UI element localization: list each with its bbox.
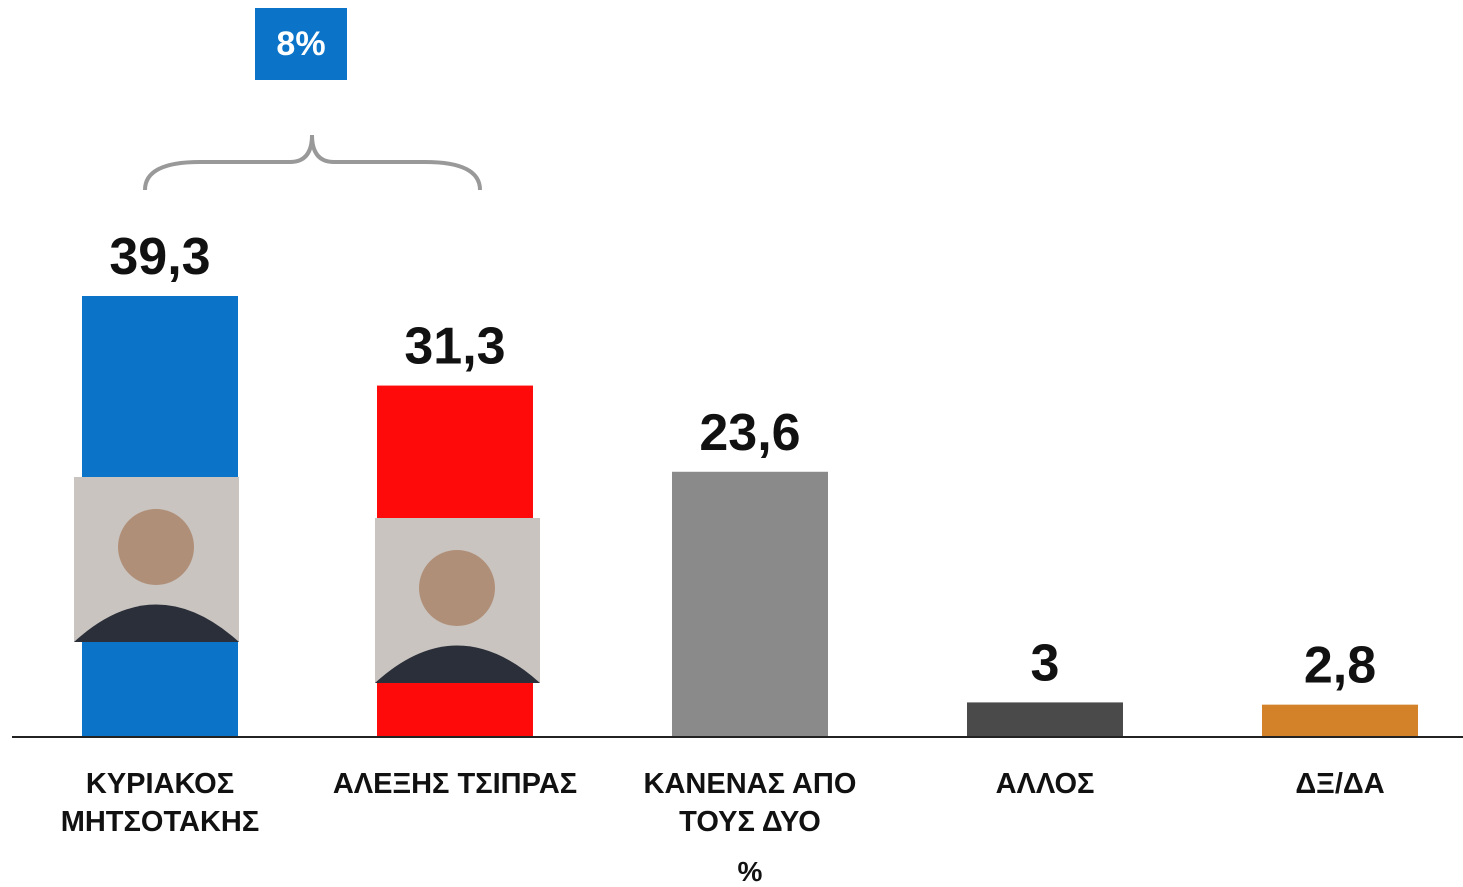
category-label: ΔΞ/ΔΑ xyxy=(1200,765,1463,803)
value-label: 2,8 xyxy=(1304,637,1376,695)
bar xyxy=(672,472,828,736)
value-label: 23,6 xyxy=(699,404,800,462)
value-label: 31,3 xyxy=(404,318,505,376)
value-label: 39,3 xyxy=(109,228,210,286)
unit-label: % xyxy=(700,856,800,887)
portrait-head xyxy=(118,509,194,585)
bar xyxy=(1262,705,1418,736)
value-label: 3 xyxy=(1031,634,1060,692)
category-label: ΚΑΝΕΝΑΣ ΑΠΟ ΤΟΥΣ ΔΥΟ xyxy=(610,765,890,841)
chart: 39,3 31,3 23,6 3 2,8 8% % ΚΥΡΙΑΚΟΣ ΜΗΤΣΟΤΑΚΗ… xyxy=(0,0,1463,887)
category-label: ΑΛΛΟΣ xyxy=(905,765,1185,803)
brace xyxy=(145,135,480,190)
difference-annotation: 8% xyxy=(255,8,347,80)
bar xyxy=(967,702,1123,736)
category-label: ΑΛΕΞΗΣ ΤΣΙΠΡΑΣ xyxy=(315,765,595,803)
chart-canvas: 39,3 31,3 23,6 3 2,8 xyxy=(0,0,1463,887)
category-label: ΚΥΡΙΑΚΟΣ ΜΗΤΣΟΤΑΚΗΣ xyxy=(20,765,300,841)
portrait-head xyxy=(419,550,495,626)
